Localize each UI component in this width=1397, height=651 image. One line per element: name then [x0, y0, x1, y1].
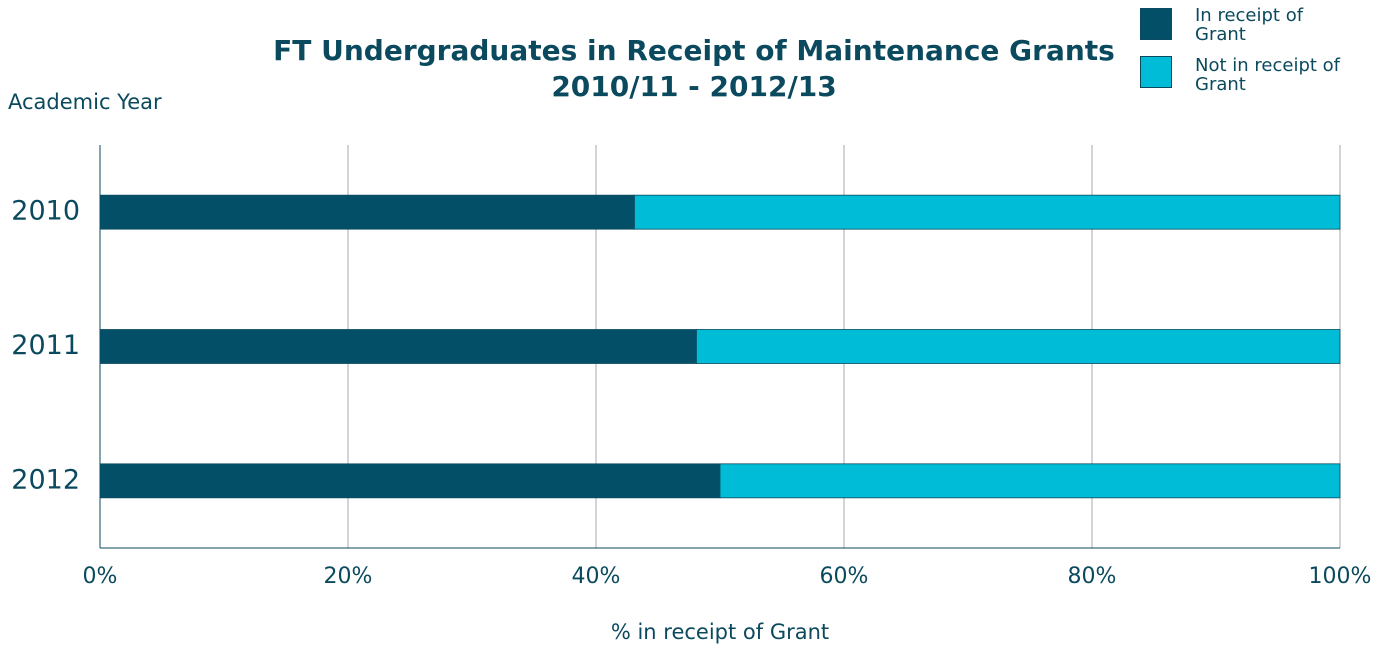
x-axis-label: % in receipt of Grant	[611, 620, 829, 644]
y-tick-label: 2010	[11, 196, 80, 227]
x-tick-label: 20%	[324, 564, 373, 589]
x-tick-label: 40%	[572, 564, 621, 589]
legend-label: Not in receipt of Grant	[1195, 55, 1340, 95]
bar-segment	[634, 194, 1341, 230]
y-axis-label: Academic Year	[8, 90, 162, 114]
bar-segment	[99, 463, 721, 499]
x-tick-label: 80%	[1068, 564, 1117, 589]
bar-segment	[99, 329, 697, 364]
legend-swatch	[1140, 56, 1172, 88]
y-tick-label: 2011	[11, 330, 80, 361]
x-tick-label: 60%	[820, 564, 869, 589]
legend-label: In receipt of Grant	[1195, 5, 1304, 45]
chart-title: FT Undergraduates in Receipt of Maintena…	[273, 34, 1115, 67]
bar-segment	[99, 194, 635, 230]
chart-subtitle: 2010/11 - 2012/13	[551, 70, 836, 103]
x-tick-label: 0%	[83, 564, 118, 589]
legend: In receipt of Grant Not in receipt of Gra…	[1140, 6, 1397, 102]
bar-segment	[696, 329, 1341, 364]
x-tick-label: 100%	[1309, 564, 1372, 589]
legend-swatch	[1140, 8, 1172, 40]
legend-item: Not in receipt of Grant	[1140, 54, 1397, 98]
legend-item: In receipt of Grant	[1140, 6, 1397, 50]
bar-segment	[719, 463, 1341, 499]
y-tick-label: 2012	[11, 464, 80, 495]
